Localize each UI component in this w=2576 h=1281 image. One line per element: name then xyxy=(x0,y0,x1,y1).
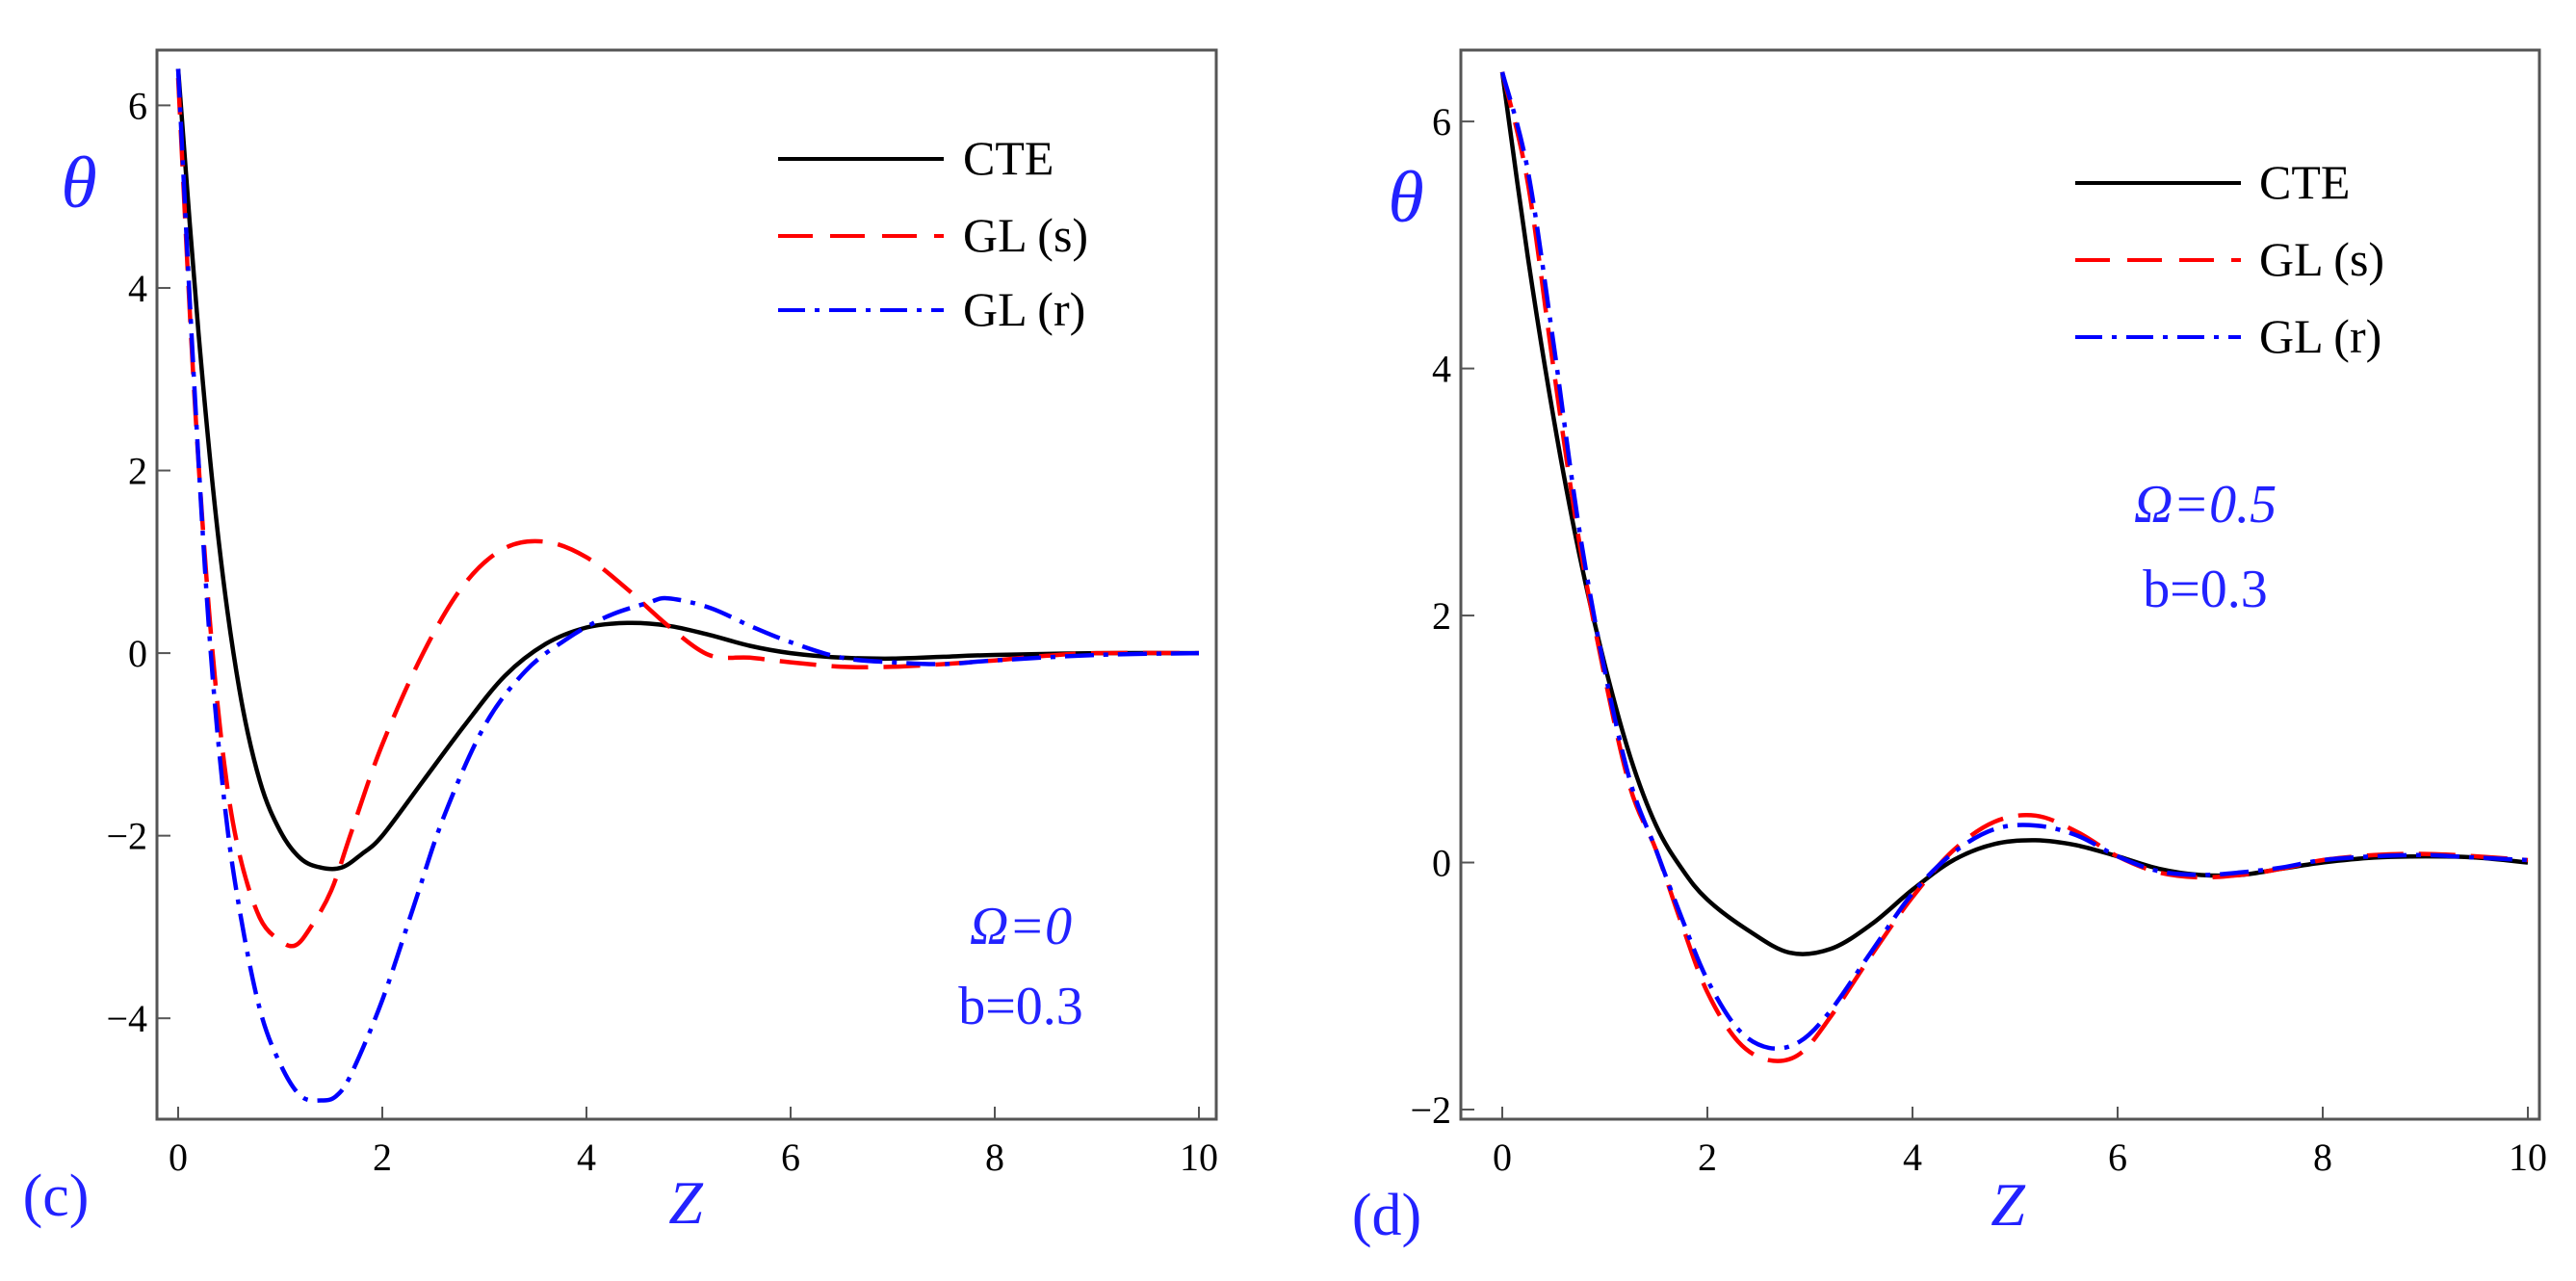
series-line-cte xyxy=(1499,71,2529,956)
chart-panel-d: 0 2 4 6 8 10 −2 0 2 4 6 CTE GL (s) GL (r) Ω=0.5 b=… xyxy=(1352,48,2547,1248)
y-tick-label: 2 xyxy=(128,450,147,493)
legend-label-gl-s: GL (s) xyxy=(963,208,1088,262)
legend-label-gl-r: GL (r) xyxy=(2259,309,2381,363)
x-tick-label: 4 xyxy=(1903,1136,1922,1179)
y-tick-label: 0 xyxy=(128,632,147,675)
series-line-gl-r xyxy=(1499,71,2529,1051)
legend: CTE GL (s) GL (r) xyxy=(778,131,1088,336)
plot-frame xyxy=(1459,48,2541,1121)
y-tick-label: 4 xyxy=(1432,348,1451,391)
y-tick-label: −2 xyxy=(1410,1088,1451,1132)
y-tick-label: 6 xyxy=(1432,100,1451,144)
y-tick-label: 2 xyxy=(1432,594,1451,638)
legend-label-cte: CTE xyxy=(2259,155,2350,209)
legend-label-gl-s: GL (s) xyxy=(2259,232,2384,286)
y-axis-label: θ xyxy=(61,143,96,223)
y-tick-label: −4 xyxy=(106,997,147,1040)
x-tick-label: 6 xyxy=(2108,1136,2127,1179)
chart-panel-c: 0 2 4 6 8 10 −4 −2 0 2 4 6 CTE GL (s) GL (r) Ω=0 b=… xyxy=(23,48,1218,1237)
x-tick-label: 10 xyxy=(2509,1136,2547,1179)
legend-label-gl-r: GL (r) xyxy=(963,282,1085,336)
x-axis-label: Z xyxy=(668,1168,704,1237)
x-tick-label: 4 xyxy=(577,1136,596,1179)
series-line-gl-r xyxy=(175,68,1200,1103)
ticks-layer: 0 2 4 6 8 10 −4 −2 0 2 4 6 xyxy=(106,84,1218,1179)
plot-frame xyxy=(155,48,1218,1121)
series-layer xyxy=(175,68,1200,1103)
legend-label-cte: CTE xyxy=(963,131,1054,185)
series-line-gl-s xyxy=(175,77,1200,949)
y-axis-label: θ xyxy=(1388,157,1423,238)
annotation-omega: Ω=0 xyxy=(970,897,1072,956)
x-tick-label: 10 xyxy=(1180,1136,1218,1179)
y-tick-label: 4 xyxy=(128,267,147,310)
ticks-layer: 0 2 4 6 8 10 −2 0 2 4 6 xyxy=(1410,100,2547,1179)
annotation-b: b=0.3 xyxy=(2143,560,2268,619)
series-layer xyxy=(1499,71,2529,1063)
panel-label: (d) xyxy=(1352,1183,1421,1248)
y-tick-label: −2 xyxy=(106,815,147,858)
y-tick-label: 6 xyxy=(128,84,147,127)
annotation-b: b=0.3 xyxy=(958,977,1083,1036)
x-tick-label: 2 xyxy=(1698,1136,1717,1179)
x-tick-label: 8 xyxy=(985,1136,1004,1179)
x-axis-label: Z xyxy=(1991,1170,2026,1239)
panel-label: (c) xyxy=(23,1163,90,1229)
x-tick-label: 0 xyxy=(1493,1136,1512,1179)
legend: CTE GL (s) GL (r) xyxy=(2075,155,2384,363)
x-tick-label: 8 xyxy=(2313,1136,2332,1179)
series-line-gl-s xyxy=(1499,71,2529,1063)
annotation-omega: Ω=0.5 xyxy=(2134,475,2277,535)
series-line-cte xyxy=(175,68,1200,872)
x-tick-label: 0 xyxy=(169,1136,188,1179)
x-tick-label: 6 xyxy=(781,1136,800,1179)
x-tick-label: 2 xyxy=(373,1136,392,1179)
y-tick-label: 0 xyxy=(1432,842,1451,885)
